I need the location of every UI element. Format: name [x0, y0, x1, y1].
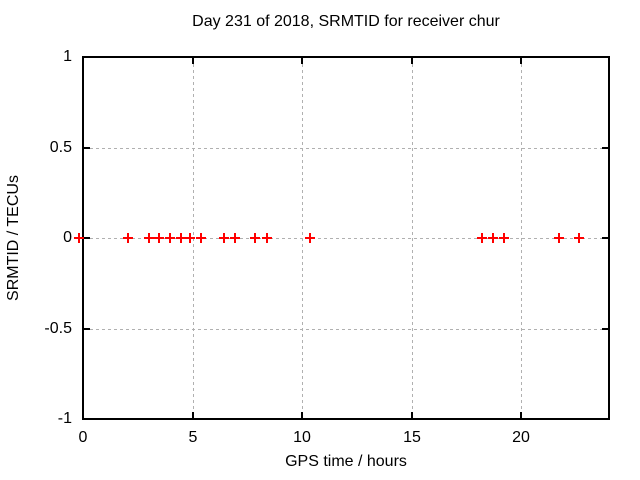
data-point-marker	[254, 233, 257, 243]
data-point-marker	[266, 233, 269, 243]
x-tick-label: 0	[78, 429, 88, 446]
data-point-marker	[168, 233, 171, 243]
data-point-marker	[200, 233, 203, 243]
data-point-marker	[234, 233, 237, 243]
y-tick-label: 0	[63, 229, 72, 246]
data-point-marker	[557, 233, 560, 243]
x-tick-mark-top	[301, 58, 303, 64]
x-tick-label: 10	[293, 429, 311, 446]
y-tick-mark-right	[602, 328, 608, 330]
data-point-marker	[480, 233, 483, 243]
y-tick-mark-left	[84, 237, 90, 239]
x-tick-mark-top	[411, 58, 413, 64]
data-point-marker	[189, 233, 192, 243]
y-tick-label: 0.5	[49, 139, 72, 156]
y-tick-mark-left	[84, 328, 90, 330]
data-point-marker	[179, 233, 182, 243]
data-point-marker	[157, 233, 160, 243]
data-point-marker	[147, 233, 150, 243]
x-tick-mark-bottom	[520, 412, 522, 418]
y-tick-mark-right	[602, 147, 608, 149]
x-tick-mark-top	[192, 58, 194, 64]
data-point-marker	[502, 233, 505, 243]
data-point-marker	[578, 233, 581, 243]
x-axis-label: GPS time / hours	[285, 453, 407, 470]
chart-title: Day 231 of 2018, SRMTID for receiver chu…	[192, 13, 500, 30]
data-point-marker	[77, 233, 80, 243]
x-tick-label: 15	[403, 429, 421, 446]
x-tick-mark-bottom	[301, 412, 303, 418]
y-tick-mark-right	[602, 237, 608, 239]
y-tick-label: -0.5	[44, 320, 72, 337]
gridline-horizontal	[84, 329, 608, 330]
data-point-marker	[126, 233, 129, 243]
gridline-horizontal	[84, 148, 608, 149]
data-point-marker	[308, 233, 311, 243]
data-point-marker	[491, 233, 494, 243]
gridline-horizontal	[84, 238, 608, 239]
data-point-marker	[223, 233, 226, 243]
y-tick-label: 1	[63, 48, 72, 65]
x-tick-label: 20	[512, 429, 530, 446]
x-tick-mark-bottom	[192, 412, 194, 418]
x-tick-label: 5	[188, 429, 198, 446]
y-tick-mark-left	[84, 147, 90, 149]
x-tick-mark-bottom	[411, 412, 413, 418]
y-tick-label: -1	[57, 410, 72, 427]
x-tick-mark-top	[520, 58, 522, 64]
